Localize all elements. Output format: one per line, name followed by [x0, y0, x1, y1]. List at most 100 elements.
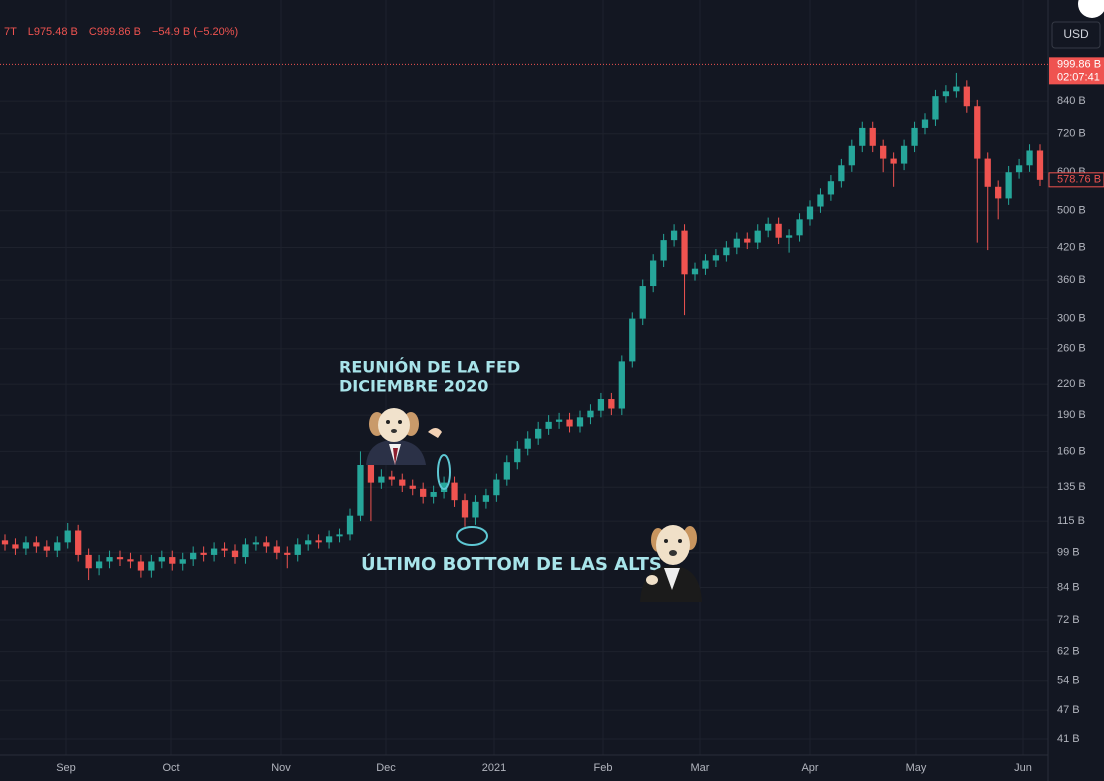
x-tick-label: 2021 — [482, 762, 506, 774]
candle-body — [639, 286, 646, 319]
candle-body — [733, 238, 740, 248]
y-tick-label: 220 B — [1057, 378, 1086, 390]
candle-body — [785, 235, 793, 238]
y-tick-label: 62 B — [1057, 646, 1080, 658]
candle-body — [629, 318, 636, 362]
candle-body — [22, 542, 30, 549]
candle-body — [650, 260, 657, 287]
y-tick-label: 500 B — [1057, 205, 1086, 217]
candle-body — [12, 544, 19, 549]
candle-body — [200, 552, 207, 555]
candle-body — [493, 479, 500, 496]
candle-body — [984, 158, 991, 187]
candle-body — [754, 230, 761, 243]
y-tick-label: 190 B — [1057, 409, 1086, 421]
candle-body — [64, 530, 71, 543]
x-tick-label: Jun — [1014, 762, 1032, 774]
candle-body — [1005, 172, 1012, 199]
close-price-label: 578.76 B — [1057, 174, 1101, 186]
header-item: −54.9 B (−5.20%) — [152, 26, 238, 38]
close-price-box — [1048, 172, 1104, 188]
candle-body — [848, 145, 855, 166]
currency-label[interactable]: USD — [1063, 27, 1089, 41]
candle-body — [1015, 165, 1023, 173]
candle-body — [378, 476, 385, 483]
candle-body — [942, 91, 950, 97]
x-tick-label: Dec — [376, 762, 396, 774]
candle-body — [911, 127, 918, 146]
candle-body — [388, 476, 395, 480]
x-tick-label: Sep — [56, 762, 76, 774]
candle-body — [357, 465, 364, 516]
candle-body — [827, 181, 835, 195]
candle-body — [190, 552, 197, 560]
y-tick-label: 54 B — [1057, 675, 1080, 687]
candle-body — [346, 515, 354, 535]
candle-body — [608, 399, 615, 409]
y-tick-label: 360 B — [1057, 274, 1086, 286]
candle-body — [294, 544, 301, 555]
candle-body — [43, 546, 50, 551]
candle-body — [566, 419, 573, 427]
candle-body — [252, 542, 260, 545]
candle-body — [451, 482, 458, 501]
candle-body — [921, 119, 929, 128]
candle-body — [765, 223, 772, 231]
candle-body — [660, 240, 667, 261]
candle-body — [817, 194, 824, 207]
last-price-label: 999.86 B — [1057, 58, 1101, 70]
header-item: L975.48 B — [28, 26, 78, 38]
candle-body — [618, 361, 625, 409]
x-tick-label: Nov — [271, 762, 291, 774]
candle-body — [702, 260, 709, 269]
candle-body — [670, 230, 678, 241]
candle-body — [576, 417, 584, 427]
candle-body — [880, 145, 887, 159]
x-tick-label: Feb — [594, 762, 613, 774]
candle-body — [890, 158, 897, 164]
candle-body — [691, 268, 699, 275]
x-tick-label: Oct — [162, 762, 179, 774]
candle-body — [555, 419, 563, 422]
y-tick-label: 160 B — [1057, 445, 1086, 457]
candle-body — [775, 223, 782, 238]
highlight-ellipse — [437, 454, 451, 490]
candle-body — [482, 495, 490, 502]
y-tick-label: 420 B — [1057, 241, 1086, 253]
candle-body — [1026, 150, 1033, 166]
header-item: 7T — [4, 26, 17, 38]
candle-body — [514, 448, 521, 463]
y-tick-label: 47 B — [1057, 704, 1080, 716]
y-tick-label: 300 B — [1057, 313, 1086, 325]
currency-button[interactable] — [1051, 21, 1101, 49]
meme-dog — [640, 525, 702, 602]
candle-body — [535, 428, 542, 439]
candle-body — [838, 165, 845, 182]
candle-body — [263, 542, 270, 547]
candle-body — [210, 548, 218, 555]
candle-body — [796, 219, 803, 236]
candle-body — [284, 552, 291, 555]
candle-body — [95, 561, 103, 569]
candle-body — [503, 462, 510, 480]
y-tick-label: 72 B — [1057, 614, 1080, 626]
candle-body — [367, 465, 375, 483]
candle-body — [409, 485, 416, 489]
candle-body — [127, 559, 134, 562]
y-tick-label: 840 B — [1057, 95, 1086, 107]
x-tick-label: Apr — [801, 762, 818, 774]
candle-body — [336, 534, 343, 537]
candle-body — [231, 550, 239, 558]
candle-body — [712, 255, 720, 261]
header-item: C999.86 B — [89, 26, 141, 38]
settings-icon[interactable] — [1078, 0, 1104, 18]
candle-body — [545, 421, 552, 429]
candle-body — [524, 438, 531, 449]
candle-body — [900, 145, 908, 164]
candle-body — [221, 548, 228, 551]
candle-body — [75, 530, 82, 555]
annotation: DICIEMBRE 2020 — [339, 377, 488, 396]
candle-body — [430, 492, 437, 497]
